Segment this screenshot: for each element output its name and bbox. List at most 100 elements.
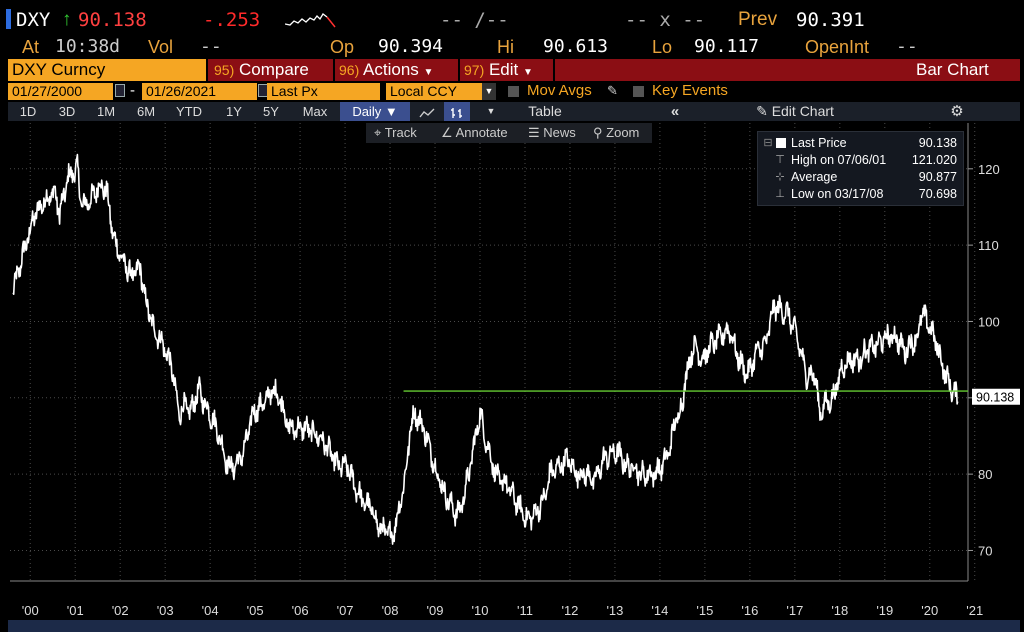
calendar-icon[interactable] bbox=[115, 84, 125, 97]
last-price-tag bbox=[972, 388, 1020, 405]
mov-avgs-checkbox[interactable] bbox=[508, 86, 519, 97]
x-tick-label: '09 bbox=[427, 603, 444, 618]
x-tick-label: '01 bbox=[67, 603, 84, 618]
table-button[interactable]: Table bbox=[528, 103, 562, 119]
actions-number: 96) bbox=[339, 62, 360, 78]
compare-button[interactable]: 95) Compare bbox=[214, 59, 309, 81]
period-ytd[interactable]: YTD bbox=[176, 104, 202, 119]
x-tick-label: '08 bbox=[382, 603, 399, 618]
news-icon: ☰ bbox=[528, 125, 540, 140]
start-date-field[interactable]: 01/27/2000 bbox=[8, 83, 113, 100]
x-tick-label: '00 bbox=[22, 603, 39, 618]
y-tick-label: 70 bbox=[978, 543, 992, 558]
legend-value: 90.138 bbox=[918, 136, 957, 150]
x-tick-label: '07 bbox=[337, 603, 354, 618]
period-1m[interactable]: 1M bbox=[96, 104, 116, 119]
currency-select[interactable]: Local CCY bbox=[386, 83, 482, 100]
actions-button[interactable]: 96) Actions ▼ bbox=[339, 59, 433, 81]
end-date-field[interactable]: 01/26/2021 bbox=[142, 83, 257, 100]
legend-row-average[interactable]: ⊹ Average 90.877 bbox=[758, 169, 963, 186]
collapse-chevron-icon[interactable]: « bbox=[670, 103, 680, 120]
edit-chart-label: Edit Chart bbox=[771, 103, 834, 119]
chart-type-dropdown-icon[interactable]: ▼ bbox=[486, 106, 496, 116]
annotate-button[interactable]: ∠ Annotate bbox=[441, 123, 508, 143]
compare-number: 95) bbox=[214, 62, 235, 78]
open-label: Op bbox=[330, 37, 355, 57]
x-tick-label: '17 bbox=[786, 603, 803, 618]
period-1d[interactable]: 1D bbox=[19, 104, 37, 119]
security-field[interactable]: DXY Curncy bbox=[8, 59, 206, 81]
open-interest-value: -- bbox=[896, 36, 918, 57]
x-tick-label: '16 bbox=[741, 603, 758, 618]
x-tick-label: '04 bbox=[202, 603, 219, 618]
high-label: Hi bbox=[497, 37, 514, 57]
prev-value: 90.391 bbox=[796, 9, 865, 31]
x-tick-label: '15 bbox=[696, 603, 713, 618]
price-chart[interactable]: 708090100110120'00'01'02'03'04'05'06'07'… bbox=[8, 121, 1020, 619]
up-arrow-icon: ↑ bbox=[62, 9, 72, 30]
key-events-label[interactable]: Key Events bbox=[652, 82, 728, 99]
pencil-icon: ✎ bbox=[756, 103, 768, 119]
menu-divider bbox=[206, 59, 208, 81]
period-1y[interactable]: 1Y bbox=[226, 104, 242, 119]
ticker[interactable]: DXY bbox=[16, 9, 51, 31]
chart-legend: ⊟ Last Price 90.138 ⊤ High on 07/06/01 1… bbox=[757, 131, 964, 206]
high-value: 90.613 bbox=[543, 36, 609, 57]
menu-divider bbox=[553, 59, 555, 81]
net-change: -.253 bbox=[203, 9, 261, 31]
key-events-checkbox[interactable] bbox=[633, 86, 644, 97]
news-button[interactable]: ☰ News bbox=[528, 123, 576, 143]
at-label: At bbox=[22, 37, 40, 57]
x-tick-label: '18 bbox=[831, 603, 848, 618]
period-5y[interactable]: 5Y bbox=[263, 104, 279, 119]
y-tick-label: 110 bbox=[978, 238, 999, 253]
edit-label: Edit bbox=[488, 60, 519, 79]
currency-dropdown-button[interactable]: ▼ bbox=[482, 83, 496, 100]
edit-button[interactable]: 97) Edit ▼ bbox=[464, 59, 533, 81]
mov-avgs-label[interactable]: Mov Avgs bbox=[527, 82, 592, 99]
legend-row-low[interactable]: ⊥ Low on 03/17/08 70.698 bbox=[758, 186, 963, 203]
x-tick-label: '13 bbox=[606, 603, 623, 618]
edit-chart-button[interactable]: ✎ Edit Chart bbox=[740, 102, 850, 121]
bid-ask-size: -- x -- bbox=[625, 9, 706, 31]
status-bar bbox=[8, 620, 1020, 632]
pencil-icon[interactable]: ✎ bbox=[607, 83, 618, 98]
menu-divider bbox=[333, 59, 335, 81]
period-max[interactable]: Max bbox=[302, 104, 328, 119]
last-price-tag-label: 90.138 bbox=[976, 391, 1014, 405]
vol-value: -- bbox=[200, 36, 222, 57]
x-tick-label: '19 bbox=[876, 603, 893, 618]
legend-row-last-price[interactable]: ⊟ Last Price 90.138 bbox=[758, 135, 963, 152]
x-tick-label: '11 bbox=[517, 603, 533, 618]
open-value: 90.394 bbox=[378, 36, 444, 57]
low-value: 90.117 bbox=[694, 36, 760, 57]
last-price: 90.138 bbox=[78, 9, 147, 31]
chart-type-label: Bar Chart bbox=[916, 60, 989, 79]
period-3d[interactable]: 3D bbox=[58, 104, 76, 119]
x-tick-label: '14 bbox=[651, 603, 668, 618]
price-field-select[interactable]: Last Px bbox=[267, 83, 380, 100]
frequency-select[interactable]: Daily ▼ bbox=[340, 102, 410, 121]
news-label: News bbox=[543, 125, 576, 140]
x-tick-label: '05 bbox=[247, 603, 264, 618]
menu-bar: DXY Curncy 95) Compare 96) Actions ▼ 97)… bbox=[8, 59, 1020, 81]
y-tick-label: 80 bbox=[978, 467, 992, 482]
vol-label: Vol bbox=[148, 37, 174, 57]
period-6m[interactable]: 6M bbox=[136, 104, 156, 119]
zoom-button[interactable]: ⚲ Zoom bbox=[593, 123, 639, 143]
legend-value: 90.877 bbox=[918, 170, 957, 184]
dropdown-arrow-icon: ▼ bbox=[423, 67, 434, 78]
y-tick-label: 100 bbox=[978, 314, 1000, 329]
legend-row-high[interactable]: ⊤ High on 07/06/01 121.020 bbox=[758, 152, 963, 169]
edit-number: 97) bbox=[464, 62, 485, 78]
collapse-box-icon[interactable]: ⊟ bbox=[763, 137, 773, 149]
crosshair-icon: ⌖ bbox=[374, 125, 382, 140]
actions-label: Actions bbox=[363, 60, 419, 79]
bar-chart-icon[interactable] bbox=[444, 102, 470, 121]
x-tick-label: '21 bbox=[966, 603, 983, 618]
line-chart-icon[interactable] bbox=[414, 102, 440, 121]
legend-value: 121.020 bbox=[911, 153, 957, 167]
settings-gear-icon[interactable]: ⚙ bbox=[950, 103, 964, 120]
track-button[interactable]: ⌖ Track bbox=[374, 123, 417, 143]
average-line-icon: ⊹ bbox=[775, 171, 785, 183]
